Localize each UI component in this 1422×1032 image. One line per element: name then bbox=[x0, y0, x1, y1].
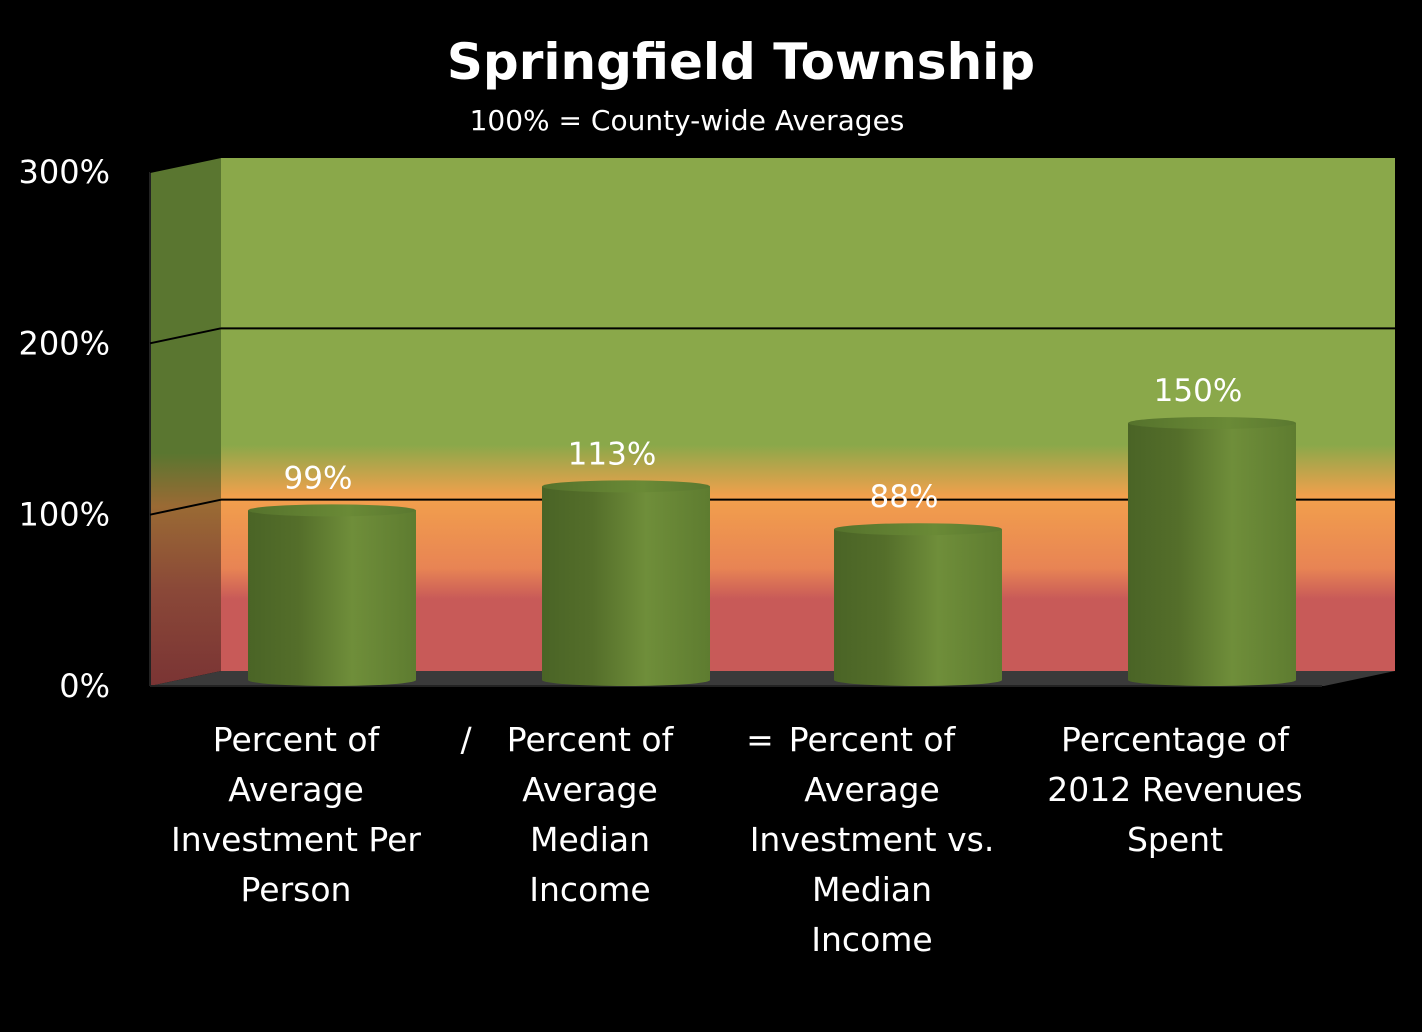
bar-top bbox=[248, 504, 416, 517]
bar-body bbox=[542, 486, 710, 686]
chart-subtitle: 100% = County-wide Averages bbox=[470, 104, 905, 137]
category-label: Percent of Average Investment vs. Median Inc… bbox=[750, 720, 995, 959]
bar-body bbox=[1128, 423, 1296, 686]
category-label: Percent of Average Investment Per Person bbox=[171, 720, 421, 909]
bar-body bbox=[248, 510, 416, 686]
side-wall bbox=[150, 157, 221, 686]
y-tick-label: 0% bbox=[59, 667, 110, 705]
operators: / = bbox=[460, 720, 773, 759]
y-tick-label: 100% bbox=[19, 496, 110, 534]
category-label: Percent of Average Median Income bbox=[507, 720, 675, 909]
chart-title: Springfield Township bbox=[447, 33, 1035, 91]
data-label: 150% bbox=[1154, 373, 1243, 409]
data-label: 99% bbox=[284, 460, 353, 496]
bar-top bbox=[1128, 417, 1296, 429]
bar-body bbox=[834, 529, 1002, 686]
x-axis: Percent of Average Investment Per Person Per… bbox=[171, 720, 1303, 959]
gridline-side bbox=[149, 498, 222, 516]
bar bbox=[248, 504, 416, 686]
gridline-side bbox=[149, 156, 222, 173]
y-tick-label: 300% bbox=[19, 153, 110, 191]
category-label: Percentage of 2012 Revenues Spent bbox=[1047, 720, 1302, 859]
bar-top bbox=[834, 523, 1002, 536]
y-tick-label: 200% bbox=[19, 324, 110, 362]
operator-label: / bbox=[460, 720, 472, 759]
floor bbox=[150, 671, 1395, 686]
bar-top bbox=[542, 480, 710, 493]
data-label: 113% bbox=[568, 436, 657, 472]
data-label: 88% bbox=[870, 479, 939, 515]
gridlines bbox=[149, 156, 1395, 516]
y-axis: 0% 100% 200% 300% bbox=[19, 153, 110, 705]
plot-area bbox=[149, 157, 1395, 687]
data-labels: 99% 113% 88% 150% bbox=[284, 373, 1243, 515]
bar bbox=[1128, 417, 1296, 686]
operator-label: = bbox=[746, 720, 774, 759]
bars bbox=[248, 417, 1296, 686]
gridline-side bbox=[149, 327, 222, 345]
bar bbox=[834, 523, 1002, 686]
bar bbox=[542, 480, 710, 686]
